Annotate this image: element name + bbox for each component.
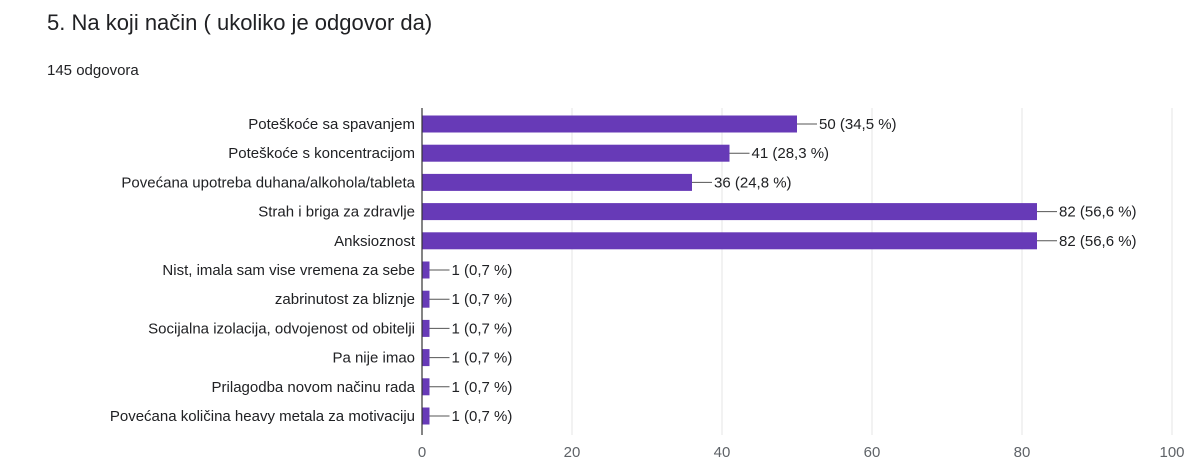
data-label: 82 (56,6 %): [1059, 204, 1137, 221]
x-tick-label: 60: [864, 444, 881, 461]
bar: [422, 290, 430, 308]
data-label: 1 (0,7 %): [452, 291, 513, 308]
x-tick-label: 40: [714, 444, 731, 461]
data-label: 1 (0,7 %): [452, 408, 513, 425]
bar: [422, 349, 430, 367]
category-label: Prilagodba novom načinu rada: [212, 379, 416, 396]
data-label: 50 (34,5 %): [819, 116, 897, 133]
bar: [422, 407, 430, 425]
category-label: Strah i briga za zdravlje: [258, 204, 415, 221]
category-label: zabrinutost za bliznje: [275, 291, 415, 308]
bar: [422, 378, 430, 396]
data-label: 36 (24,8 %): [714, 174, 792, 191]
category-label: Pa nije imao: [332, 350, 415, 367]
category-label: Poteškoće s koncentracijom: [228, 145, 415, 162]
x-tick-label: 0: [418, 444, 426, 461]
x-tick-label: 20: [564, 444, 581, 461]
bar: [422, 232, 1037, 250]
data-label: 1 (0,7 %): [452, 350, 513, 367]
response-count: 145 odgovora: [47, 62, 139, 79]
bar: [422, 319, 430, 337]
data-label: 82 (56,6 %): [1059, 233, 1137, 250]
bar: [422, 261, 430, 279]
category-label: Nist, imala sam vise vremena za sebe: [162, 262, 415, 279]
bar: [422, 115, 797, 133]
x-tick-label: 80: [1014, 444, 1031, 461]
bar: [422, 144, 730, 162]
bar: [422, 203, 1037, 221]
data-label: 1 (0,7 %): [452, 379, 513, 396]
bar: [422, 173, 692, 191]
data-label: 41 (28,3 %): [752, 145, 830, 162]
category-label: Poteškoće sa spavanjem: [248, 116, 415, 133]
category-label: Povećana količina heavy metala za motiva…: [110, 408, 415, 425]
category-label: Anksioznost: [334, 233, 416, 250]
category-label: Povećana upotreba duhana/alkohola/tablet…: [121, 174, 415, 191]
question-title: 5. Na koji način ( ukoliko je odgovor da…: [47, 10, 433, 35]
data-label: 1 (0,7 %): [452, 262, 513, 279]
data-label: 1 (0,7 %): [452, 320, 513, 337]
category-label: Socijalna izolacija, odvojenost od obite…: [148, 320, 415, 337]
x-tick-label: 100: [1159, 444, 1184, 461]
